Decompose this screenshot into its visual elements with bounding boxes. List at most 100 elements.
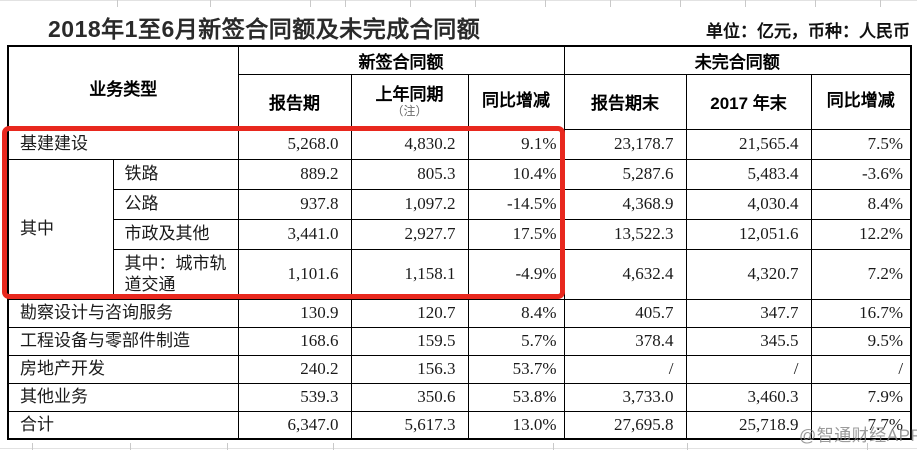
cell-value: 5,617.3: [350, 410, 469, 440]
cell-value: 2,927.7: [350, 218, 469, 250]
header-yoy-change-unfinished-label: 同比增减: [826, 91, 895, 111]
cell-value: 1,097.2: [350, 188, 469, 220]
cell-value: 120.7: [350, 298, 469, 328]
cell-value: 7.9%: [810, 382, 912, 412]
cell-value: -3.6%: [810, 158, 912, 190]
table-row-highway: 公路 937.8 1,097.2 -14.5% 4,368.9 4,030.4 …: [8, 188, 912, 220]
cell-value: 9.5%: [810, 326, 912, 356]
cell-value: 5,287.6: [563, 158, 687, 190]
table-row-total: 合计 6,347.0 5,617.3 13.0% 27,695.8 25,718…: [7, 410, 912, 440]
cell-value: /: [685, 354, 812, 384]
header-yoy-change-new: 同比增减: [467, 73, 565, 130]
cell-value: 405.7: [563, 298, 687, 328]
cell-row-label: 其中：城市轨道交通: [112, 248, 239, 300]
cell-value: 130.9: [237, 298, 352, 328]
cell-value: 13.0%: [467, 410, 565, 440]
cell-row-label: 合计: [7, 410, 239, 440]
cell-value: 6,347.0: [237, 410, 352, 440]
table-row-survey-design-consulting: 勘察设计与咨询服务 130.9 120.7 8.4% 405.7 347.7 1…: [7, 298, 912, 328]
cell-value: 5.7%: [467, 326, 565, 356]
contracts-table: 业务类型 新签合同额 未完合同额 报告期 上年同期 （注） 同比增减 报告期末 …: [7, 45, 913, 440]
cell-value: 156.3: [350, 354, 469, 384]
header-business-type: 业务类型: [7, 45, 239, 130]
table-row-municipal-other: 市政及其他 3,441.0 2,927.7 17.5% 13,522.3 12,…: [8, 218, 912, 250]
cell-value: 159.5: [350, 326, 469, 356]
cell-value: 1,158.1: [350, 248, 469, 300]
cell-value: 347.7: [685, 298, 812, 328]
cell-value: 27,695.8: [563, 410, 687, 440]
cell-value: 3,460.3: [685, 382, 812, 412]
header-prior-year-period: 上年同期 （注）: [350, 73, 469, 130]
cell-value: 10.4%: [467, 158, 565, 190]
cell-row-label: 基建建设: [7, 128, 239, 160]
cell-value: 4,320.7: [685, 248, 812, 300]
cell-value: 240.2: [237, 354, 352, 384]
cell-row-label: 房地产开发: [7, 354, 239, 384]
cell-value: /: [810, 354, 912, 384]
header-group-new-contracts: 新签合同额: [237, 45, 565, 75]
cell-value: 8.4%: [467, 298, 565, 328]
table-row-railway: 其中 铁路 889.2 805.3 10.4% 5,287.6 5,483.4 …: [7, 158, 912, 300]
cell-value: 17.5%: [467, 218, 565, 250]
header-group-unfinished-contracts: 未完合同额: [563, 45, 912, 75]
cell-value: 12,051.6: [685, 218, 812, 250]
cell-value: 23,178.7: [563, 128, 687, 160]
cell-value: 378.4: [563, 326, 687, 356]
cell-value: 53.7%: [467, 354, 565, 384]
cell-value: 805.3: [350, 158, 469, 190]
cell-value: 8.4%: [810, 188, 912, 220]
table-row-other-business: 其他业务 539.3 350.6 53.8% 3,733.0 3,460.3 7…: [7, 382, 912, 412]
cell-row-label: 勘察设计与咨询服务: [7, 298, 239, 328]
cell-value: 4,830.2: [350, 128, 469, 160]
header-prior-year-note: （注）: [391, 103, 428, 118]
header-reporting-period: 报告期: [237, 73, 352, 130]
cell-value: 4,030.4: [685, 188, 812, 220]
cell-value: 7.5%: [810, 128, 912, 160]
cell-row-label: 公路: [112, 188, 239, 220]
cell-value: -4.9%: [467, 248, 565, 300]
cell-value: 13,522.3: [563, 218, 687, 250]
cell-value: 21,565.4: [685, 128, 812, 160]
cell-value: 1,101.6: [237, 248, 352, 300]
cell-row-label: 其他业务: [7, 382, 239, 412]
cell-value: 7.2%: [810, 248, 912, 300]
table-header-group-row: 业务类型 新签合同额 未完合同额: [7, 45, 912, 130]
header-reporting-period-end: 报告期末: [563, 73, 687, 130]
table-row-urban-rail-transit: 其中：城市轨道交通 1,101.6 1,158.1 -4.9% 4,632.4 …: [8, 248, 912, 300]
cell-value: 3,733.0: [563, 382, 687, 412]
cell-value: 168.6: [237, 326, 352, 356]
unit-note: 单位：亿元，币种：人民币: [706, 22, 910, 41]
cell-group-label-among-which: 其中: [7, 158, 114, 300]
cell-value: -14.5%: [467, 188, 565, 220]
cell-value: 5,483.4: [685, 158, 812, 190]
header-yoy-change-unfinished: 同比增减: [810, 73, 912, 130]
cell-row-label: 市政及其他: [112, 218, 239, 250]
cell-row-label: 工程设备与零部件制造: [7, 326, 239, 356]
table-row-real-estate-development: 房地产开发 240.2 156.3 53.7% / / /: [7, 354, 912, 384]
cell-value: 5,268.0: [237, 128, 352, 160]
cell-value: 9.1%: [467, 128, 565, 160]
header-yoy-change-new-label: 同比增减: [482, 91, 551, 111]
cell-value: 4,368.9: [563, 188, 687, 220]
cell-value: 25,718.9: [685, 410, 812, 440]
table-row-infrastructure: 基建建设 5,268.0 4,830.2 9.1% 23,178.7 21,56…: [7, 128, 912, 160]
cell-value: 4,632.4: [563, 248, 687, 300]
header-end-of-2017: 2017 年末: [685, 73, 812, 130]
cell-value: /: [563, 354, 687, 384]
cell-value: 7.7%: [810, 410, 912, 440]
cell-value: 345.5: [685, 326, 812, 356]
table-row-equipment-parts-manufacturing: 工程设备与零部件制造 168.6 159.5 5.7% 378.4 345.5 …: [7, 326, 912, 356]
cell-value: 12.2%: [810, 218, 912, 250]
header-prior-year-period-label: 上年同期: [375, 85, 444, 105]
cell-value: 3,441.0: [237, 218, 352, 250]
cell-value: 539.3: [237, 382, 352, 412]
cell-value: 889.2: [237, 158, 352, 190]
cell-row-label: 铁路: [112, 158, 239, 190]
cell-value: 53.8%: [467, 382, 565, 412]
page-title: 2018年1至6月新签合同额及未完成合同额: [48, 16, 481, 42]
cell-value: 937.8: [237, 188, 352, 220]
cell-value: 350.6: [350, 382, 469, 412]
watermark-text: @智通财经APP: [799, 426, 917, 445]
cell-value: 16.7%: [810, 298, 912, 328]
